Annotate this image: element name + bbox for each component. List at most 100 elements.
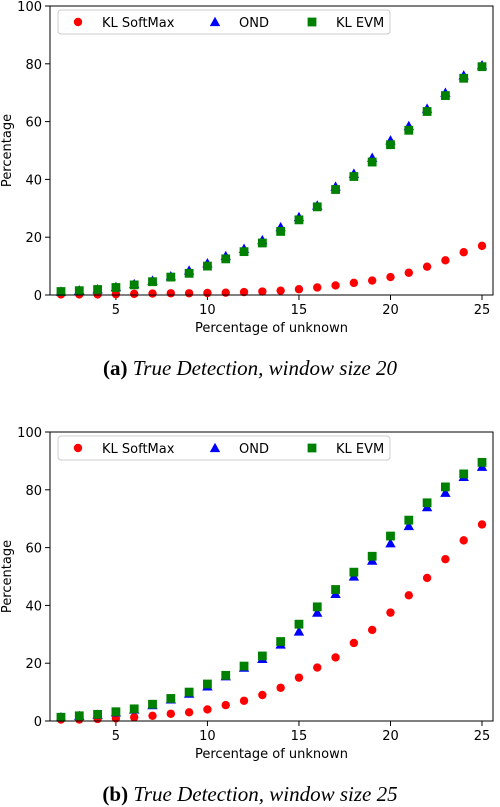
chart-svg: 5 10 15 20 25 0 20 40 60 80 100 Percentage of unkno…: [0, 0, 494, 336]
data-point: [257, 651, 267, 661]
plot-frame: [49, 5, 494, 296]
data-point: [148, 699, 157, 709]
x-tick-label: 10: [199, 729, 216, 744]
legend: KL SoftMax OND KL EVM: [57, 435, 391, 461]
data-point: [221, 288, 230, 297]
legend-label: OND: [239, 16, 269, 31]
legend-marker: [307, 17, 317, 27]
data-point: [258, 690, 267, 700]
y-tick-label: 20: [25, 231, 42, 246]
data-point: [203, 679, 212, 689]
data-point: [422, 107, 432, 116]
plot-frame: [49, 431, 494, 722]
data-point: [349, 278, 359, 288]
legend-marker: [209, 442, 221, 453]
data-point: [111, 707, 121, 717]
data-point: [276, 227, 286, 236]
figure-caption-a: (a) True Detection, window size 20: [0, 356, 500, 381]
data-point: [148, 277, 157, 287]
data-point: [148, 711, 157, 720]
data-point: [422, 262, 432, 271]
y-tick-label: 40: [25, 599, 42, 614]
data-point: [440, 487, 451, 497]
data-point: [477, 520, 487, 529]
data-point: [367, 157, 377, 167]
data-point: [221, 254, 231, 264]
data-point: [385, 538, 396, 548]
data-point: [203, 705, 212, 714]
series-kl-softmax: [56, 520, 487, 724]
data-point: [111, 289, 121, 299]
data-point: [477, 457, 487, 467]
legend-label: KL EVM: [336, 16, 384, 31]
data-point: [184, 687, 194, 697]
legend-marker: [307, 443, 317, 453]
data-point: [313, 283, 322, 292]
data-point: [184, 289, 194, 298]
data-point: [477, 62, 487, 72]
data-point: [130, 713, 139, 722]
data-point: [386, 272, 395, 282]
data-point: [239, 696, 249, 705]
series-kl-evm: [56, 457, 487, 722]
series-ond: [55, 461, 488, 722]
data-point: [221, 700, 230, 710]
data-point: [203, 261, 212, 271]
data-point: [276, 637, 286, 646]
x-tick-label: 20: [382, 303, 399, 318]
data-point: [331, 281, 340, 290]
x-tick-label: 5: [112, 303, 120, 318]
series-kl-softmax: [56, 241, 487, 299]
y-tick-label: 60: [25, 542, 42, 557]
y-tick-label: 60: [25, 116, 42, 131]
data-point: [294, 215, 304, 225]
x-tick-label: 25: [474, 729, 491, 744]
data-point: [239, 287, 249, 297]
data-point: [258, 287, 267, 296]
figure-caption-b: (b) True Detection, window size 25: [0, 782, 500, 807]
data-point: [221, 670, 231, 680]
data-point: [313, 663, 322, 672]
data-point: [441, 482, 450, 492]
legend-marker: [73, 17, 83, 27]
data-point: [93, 285, 102, 294]
data-point: [239, 247, 249, 257]
chart-true-detection-ws25: 5 10 15 20 25 0 20 40 60 80 100 Percentage of unkno…: [0, 426, 500, 766]
x-tick-label: 5: [112, 729, 120, 744]
legend-box: [57, 435, 391, 461]
data-point: [166, 272, 176, 282]
y-tick-label: 0: [34, 715, 42, 730]
y-tick-label: 0: [34, 289, 42, 304]
legend-box: [57, 9, 391, 35]
data-point: [459, 536, 468, 545]
y-tick-label: 80: [25, 58, 42, 73]
data-point: [404, 268, 413, 277]
data-point: [293, 626, 305, 636]
data-point: [148, 289, 157, 298]
caption-text: True Detection, window size 25: [133, 782, 398, 806]
data-point: [184, 268, 194, 278]
series-ond: [55, 60, 488, 296]
data-point: [404, 515, 414, 525]
data-point: [56, 287, 66, 296]
chart-svg: 5 10 15 20 25 0 20 40 60 80 100 Percentage of unkno…: [0, 426, 494, 762]
legend-label: OND: [239, 442, 269, 457]
y-tick-label: 80: [25, 484, 42, 499]
caption-tag: (a): [103, 356, 128, 380]
chart-true-detection-ws20: 5 10 15 20 25 0 20 40 60 80 100 Percentage of unkno…: [0, 0, 500, 340]
data-point: [312, 602, 322, 612]
data-point: [404, 591, 413, 600]
y-tick-label: 40: [25, 173, 42, 188]
data-point: [386, 140, 395, 150]
data-point: [166, 709, 176, 718]
y-axis-label: Percentage: [0, 540, 15, 613]
legend-label: KL EVM: [336, 442, 384, 457]
data-point: [184, 708, 194, 717]
data-point: [130, 289, 139, 299]
x-tick-label: 10: [199, 303, 216, 318]
legend: KL SoftMax OND KL EVM: [57, 9, 391, 35]
data-point: [257, 238, 267, 248]
x-tick-label: 15: [291, 729, 308, 744]
y-axis-label: Percentage: [0, 114, 15, 187]
data-point: [331, 185, 340, 194]
